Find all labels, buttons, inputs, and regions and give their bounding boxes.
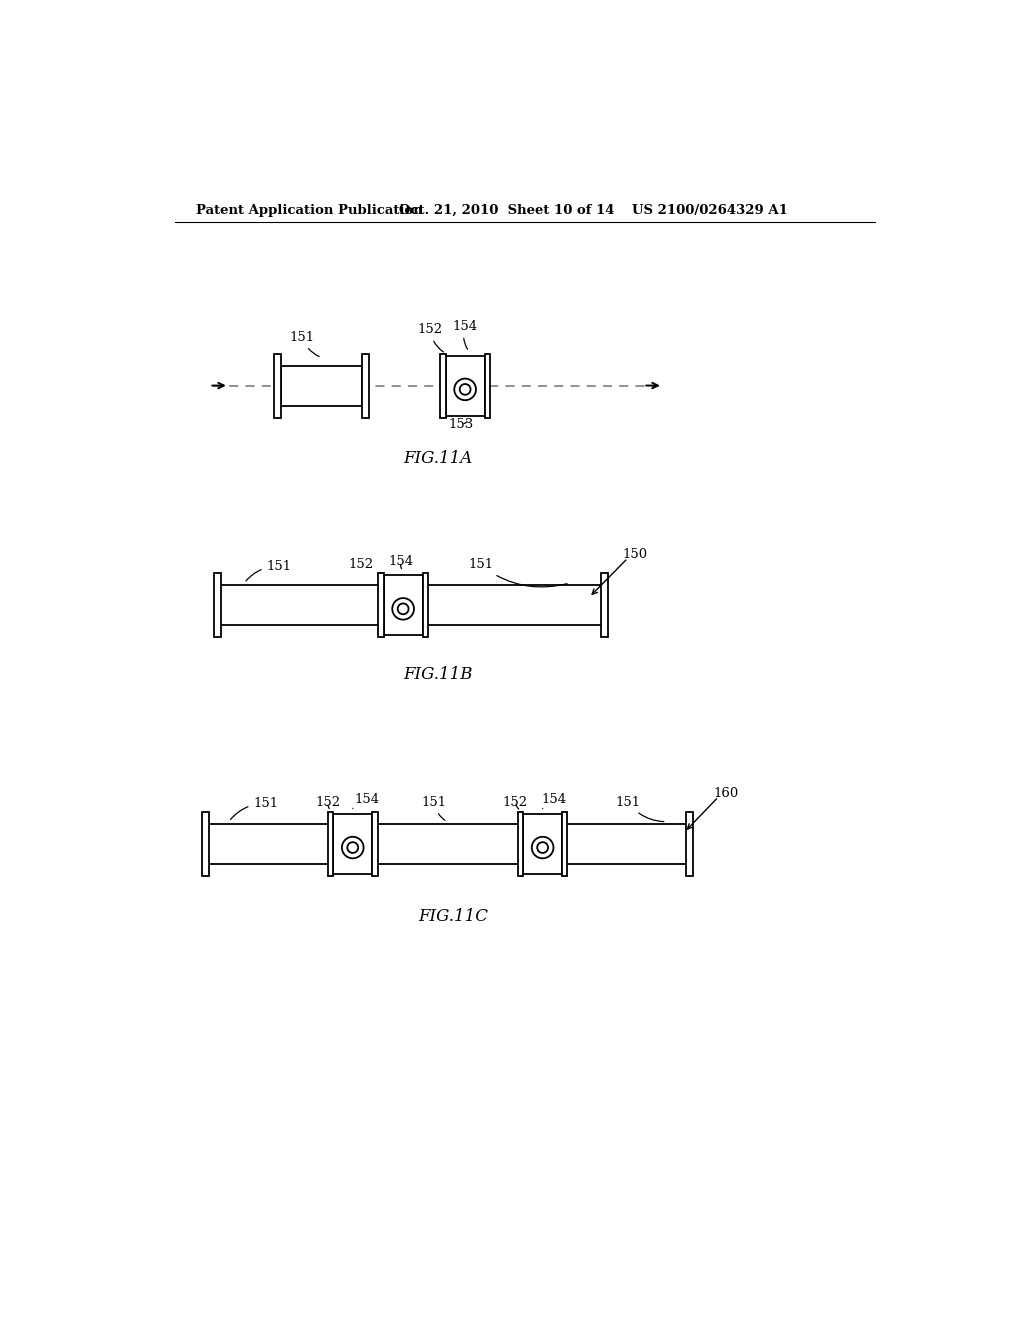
Text: Patent Application Publication: Patent Application Publication	[197, 205, 423, 218]
Text: 150: 150	[623, 548, 647, 561]
Bar	[203, 812, 209, 875]
Text: 151: 151	[422, 796, 446, 820]
Circle shape	[538, 842, 548, 853]
Circle shape	[392, 598, 414, 619]
Text: 151: 151	[230, 797, 279, 820]
Bar	[281, 366, 362, 405]
Text: 154: 154	[388, 556, 414, 569]
Bar	[384, 576, 423, 635]
Text: 151: 151	[468, 558, 567, 587]
Circle shape	[455, 379, 476, 400]
Circle shape	[397, 603, 409, 614]
Bar	[440, 354, 445, 417]
Bar	[484, 354, 489, 417]
Bar	[328, 812, 334, 875]
Bar	[562, 812, 567, 875]
Text: 153: 153	[449, 417, 474, 430]
Bar	[523, 813, 562, 874]
Text: US 2100/0264329 A1: US 2100/0264329 A1	[632, 205, 787, 218]
Bar	[445, 355, 484, 416]
Bar	[378, 573, 384, 638]
Circle shape	[347, 842, 358, 853]
Text: 154: 154	[453, 319, 477, 350]
Text: 152: 152	[418, 323, 443, 352]
Bar	[423, 573, 428, 638]
Bar	[334, 813, 372, 874]
Circle shape	[342, 837, 364, 858]
Text: 160: 160	[713, 787, 738, 800]
Text: 154: 154	[542, 792, 567, 808]
Bar	[686, 812, 693, 875]
Text: FIG.11A: FIG.11A	[403, 450, 473, 467]
Text: FIG.11B: FIG.11B	[403, 665, 473, 682]
Text: 151: 151	[615, 796, 664, 821]
Text: FIG.11C: FIG.11C	[419, 908, 488, 925]
Circle shape	[531, 837, 554, 858]
Text: 151: 151	[246, 560, 292, 581]
Text: 152: 152	[348, 558, 381, 573]
Text: 152: 152	[315, 796, 341, 809]
Bar	[362, 354, 370, 417]
Text: 152: 152	[503, 796, 528, 809]
Circle shape	[460, 384, 471, 395]
Bar	[214, 573, 221, 638]
Bar	[274, 354, 281, 417]
Bar	[372, 812, 378, 875]
Text: 154: 154	[352, 792, 379, 808]
Text: 151: 151	[290, 330, 319, 356]
Bar	[601, 573, 607, 638]
Bar	[518, 812, 523, 875]
Text: Oct. 21, 2010  Sheet 10 of 14: Oct. 21, 2010 Sheet 10 of 14	[399, 205, 614, 218]
